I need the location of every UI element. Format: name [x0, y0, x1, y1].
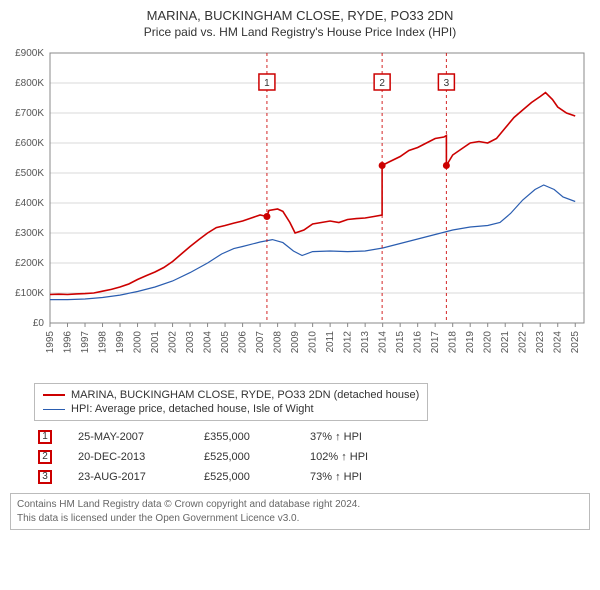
transaction-delta: 102% ↑ HPI: [310, 451, 400, 463]
chart-title: MARINA, BUCKINGHAM CLOSE, RYDE, PO33 2DN: [6, 8, 594, 23]
svg-text:£200K: £200K: [15, 258, 44, 269]
transaction-price: £525,000: [204, 471, 284, 483]
transaction-date: 25-MAY-2007: [78, 431, 178, 443]
svg-text:2015: 2015: [395, 331, 406, 354]
legend-swatch: [43, 409, 65, 410]
svg-text:1998: 1998: [98, 331, 109, 354]
svg-text:2002: 2002: [168, 331, 179, 354]
svg-text:£300K: £300K: [15, 228, 44, 239]
svg-text:£100K: £100K: [15, 288, 44, 299]
legend-item: MARINA, BUCKINGHAM CLOSE, RYDE, PO33 2DN…: [43, 388, 419, 402]
svg-text:2021: 2021: [500, 331, 511, 354]
transaction-point-1: [263, 213, 270, 220]
svg-text:2013: 2013: [360, 331, 371, 354]
svg-text:2010: 2010: [308, 331, 319, 354]
svg-text:2019: 2019: [465, 331, 476, 354]
svg-text:£900K: £900K: [15, 48, 44, 59]
chart-subtitle: Price paid vs. HM Land Registry's House …: [6, 25, 594, 39]
svg-text:£800K: £800K: [15, 78, 44, 89]
chart-area: £0 £100K £200K £300K £400K £500K £600K £700K £80…: [6, 47, 594, 377]
svg-text:2007: 2007: [255, 331, 266, 354]
series-price_paid: [50, 93, 575, 295]
svg-text:2006: 2006: [238, 331, 249, 354]
svg-text:2011: 2011: [325, 331, 336, 353]
transaction-price: £525,000: [204, 451, 284, 463]
transaction-table: 1 25-MAY-2007 £355,000 37% ↑ HPI 2 20-DEC-201…: [38, 427, 590, 487]
svg-text:2018: 2018: [448, 331, 459, 354]
svg-text:£700K: £700K: [15, 108, 44, 119]
svg-text:2025: 2025: [570, 331, 581, 354]
svg-text:2008: 2008: [273, 331, 284, 354]
svg-text:2009: 2009: [290, 331, 301, 354]
svg-text:2003: 2003: [185, 331, 196, 354]
transaction-row: 1 25-MAY-2007 £355,000 37% ↑ HPI: [38, 427, 590, 447]
svg-text:2004: 2004: [203, 331, 214, 354]
transaction-date: 23-AUG-2017: [78, 471, 178, 483]
svg-text:2: 2: [379, 78, 385, 89]
svg-text:2017: 2017: [430, 331, 441, 354]
svg-text:2001: 2001: [150, 331, 161, 354]
legend-label: HPI: Average price, detached house, Isle…: [71, 403, 314, 415]
transaction-row: 2 20-DEC-2013 £525,000 102% ↑ HPI: [38, 447, 590, 467]
svg-text:2022: 2022: [518, 331, 529, 354]
transaction-row-marker: 3: [38, 470, 52, 484]
svg-text:2014: 2014: [378, 331, 389, 354]
line-chart-svg: £0 £100K £200K £300K £400K £500K £600K £700K £80…: [6, 47, 594, 377]
legend-item: HPI: Average price, detached house, Isle…: [43, 402, 419, 416]
svg-text:1997: 1997: [80, 331, 91, 354]
transaction-point-2: [379, 162, 386, 169]
legend-label: MARINA, BUCKINGHAM CLOSE, RYDE, PO33 2DN…: [71, 389, 419, 401]
svg-text:£600K: £600K: [15, 138, 44, 149]
transaction-date: 20-DEC-2013: [78, 451, 178, 463]
footer-line-2: This data is licensed under the Open Gov…: [17, 512, 583, 526]
svg-text:£400K: £400K: [15, 198, 44, 209]
attribution-footer: Contains HM Land Registry data © Crown c…: [10, 493, 590, 530]
svg-text:3: 3: [444, 78, 450, 89]
svg-text:2020: 2020: [483, 331, 494, 354]
svg-text:£500K: £500K: [15, 168, 44, 179]
svg-text:1995: 1995: [45, 331, 56, 354]
transaction-row-marker: 2: [38, 450, 52, 464]
svg-text:2023: 2023: [535, 331, 546, 354]
svg-text:2024: 2024: [553, 331, 564, 354]
transaction-point-3: [443, 162, 450, 169]
legend: MARINA, BUCKINGHAM CLOSE, RYDE, PO33 2DN…: [34, 383, 428, 421]
legend-swatch: [43, 394, 65, 396]
svg-text:1996: 1996: [63, 331, 74, 354]
transaction-row: 3 23-AUG-2017 £525,000 73% ↑ HPI: [38, 467, 590, 487]
svg-text:1999: 1999: [115, 331, 126, 354]
transaction-delta: 73% ↑ HPI: [310, 471, 400, 483]
transaction-delta: 37% ↑ HPI: [310, 431, 400, 443]
transaction-price: £355,000: [204, 431, 284, 443]
svg-text:£0: £0: [33, 318, 45, 329]
transaction-row-marker: 1: [38, 430, 52, 444]
svg-text:2005: 2005: [220, 331, 231, 354]
svg-text:1: 1: [264, 78, 270, 89]
svg-text:2000: 2000: [133, 331, 144, 354]
footer-line-1: Contains HM Land Registry data © Crown c…: [17, 498, 583, 512]
svg-text:2016: 2016: [413, 331, 424, 354]
series-hpi: [50, 185, 575, 300]
svg-text:2012: 2012: [343, 331, 354, 354]
